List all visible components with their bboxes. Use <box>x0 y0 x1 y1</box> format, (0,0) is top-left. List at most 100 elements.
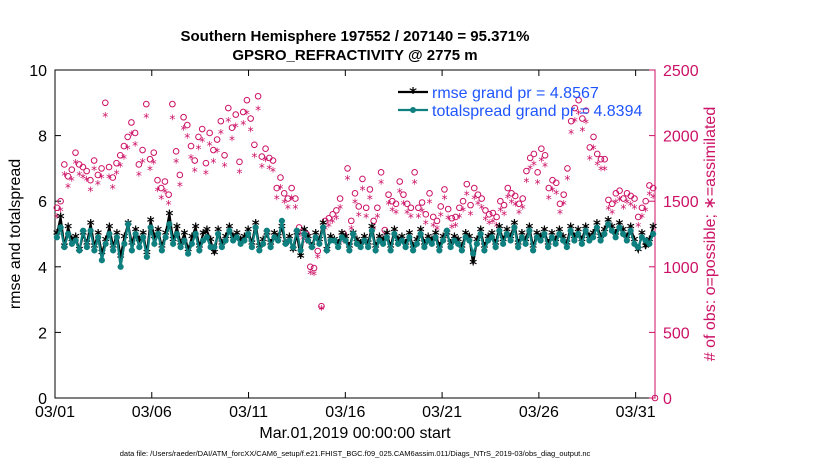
rmse-point: * <box>210 246 218 264</box>
obs-assimilated-point: * <box>65 181 71 195</box>
obs-assimilated-point: * <box>72 157 78 171</box>
obs-assimilated-point: * <box>468 208 474 222</box>
totalspread-point <box>473 240 480 247</box>
obs-assimilated-point: * <box>274 193 280 207</box>
totalspread-point <box>492 244 499 251</box>
totalspread-point <box>57 224 64 231</box>
obs-possible-point <box>57 197 64 205</box>
obs-assimilated-point: * <box>363 211 369 225</box>
obs-possible-point <box>183 121 191 129</box>
obs-possible-point <box>579 115 586 122</box>
totalspread-point <box>155 230 162 238</box>
obs-assimilated-point: * <box>643 204 649 218</box>
obs-possible-point <box>239 108 247 116</box>
obs-possible-point <box>593 150 601 158</box>
obs-assimilated-point: * <box>535 177 541 191</box>
totalspread-point <box>556 230 563 238</box>
obs-assimilated-point: * <box>121 152 127 166</box>
obs-assimilated-point: * <box>546 193 552 207</box>
obs-assimilated-point: * <box>550 185 556 199</box>
totalspread-point <box>260 240 267 247</box>
x-axis-label: Mar.01,2019 00:00:00 start <box>259 425 451 442</box>
obs-assimilated-point: * <box>281 197 287 211</box>
totalspread-point <box>125 221 132 228</box>
totalspread-point <box>395 240 402 247</box>
totalspread-point <box>635 244 642 251</box>
y-right-tick-label: 0 <box>663 391 672 408</box>
y-right-tick-label: 2500 <box>663 63 699 80</box>
obs-assimilated-point: * <box>225 115 231 129</box>
y-left-tick-label: 0 <box>38 391 47 408</box>
obs-assimilated-point: * <box>367 193 373 207</box>
y-left-tick-label: 4 <box>38 260 47 277</box>
obs-possible-point <box>94 171 102 179</box>
obs-assimilated-point: * <box>639 211 645 225</box>
totalspread-point <box>98 257 105 264</box>
totalspread-point <box>286 237 293 244</box>
obs-possible-point <box>530 150 538 158</box>
obs-possible-point <box>620 195 627 202</box>
totalspread-point <box>113 234 120 241</box>
obs-possible-point <box>396 178 404 185</box>
obs-assimilated-point: * <box>222 160 228 174</box>
obs-assimilated-point: * <box>460 204 466 218</box>
totalspread-point <box>192 230 199 238</box>
totalspread-point <box>132 230 139 238</box>
obs-assimilated-point: * <box>523 176 529 190</box>
obs-possible-point <box>87 176 94 184</box>
obs-assimilated-point: * <box>58 204 64 218</box>
totalspread-point <box>263 227 270 234</box>
totalspread-point <box>432 234 439 241</box>
obs-possible-point <box>292 195 299 202</box>
totalspread-point <box>136 244 143 251</box>
obs-possible-point <box>631 195 638 202</box>
obs-assimilated-point: * <box>620 202 626 216</box>
obs-possible-point <box>277 174 284 181</box>
obs-possible-point <box>351 190 359 197</box>
totalspread-point <box>608 227 615 234</box>
x-tick-label: 03/31 <box>616 404 656 421</box>
obs-assimilated-point: * <box>315 252 321 266</box>
y-right-tick-label: 2000 <box>663 129 699 146</box>
obs-assimilated-point: * <box>113 168 119 182</box>
totalspread-point <box>616 224 623 231</box>
obs-possible-point <box>359 175 366 183</box>
rmse-point: * <box>188 229 196 247</box>
obs-possible-point <box>422 211 430 218</box>
totalspread-point <box>323 247 330 254</box>
obs-assimilated-point: * <box>542 160 548 174</box>
obs-possible-point <box>105 163 113 171</box>
obs-assimilated-point: * <box>456 211 462 225</box>
obs-assimilated-point: * <box>285 202 291 216</box>
x-tick-label: 03/06 <box>132 404 172 421</box>
totalspread-point <box>361 237 368 244</box>
totalspread-point <box>485 237 492 244</box>
obs-assimilated-point: * <box>136 169 142 183</box>
chart-title-line1: Southern Hemisphere 197552 / 207140 = 95… <box>180 28 530 45</box>
obs-assimilated-point: * <box>583 116 589 130</box>
rmse-point: * <box>203 223 211 241</box>
obs-possible-point <box>206 129 213 137</box>
obs-assimilated-point: * <box>199 135 205 149</box>
totalspread-point <box>541 230 548 238</box>
obs-possible-point <box>79 163 87 171</box>
totalspread-point <box>462 234 469 241</box>
legend-spread-marker <box>410 107 416 113</box>
totalspread-point <box>211 244 218 251</box>
totalspread-point <box>267 244 274 251</box>
y-left-tick-label: 2 <box>38 325 47 342</box>
totalspread-point <box>620 230 627 238</box>
totalspread-point <box>605 221 612 228</box>
totalspread-point <box>638 234 645 241</box>
totalspread-point <box>181 237 188 244</box>
obs-assimilated-point: * <box>553 187 559 201</box>
totalspread-point <box>383 234 390 241</box>
obs-possible-point <box>344 165 351 172</box>
totalspread-point <box>458 247 465 254</box>
y-left-tick-label: 10 <box>29 63 47 80</box>
legend-rmse-label: rmse grand pr = 4.8567 <box>432 85 599 102</box>
totalspread-point <box>357 244 364 251</box>
obs-possible-point <box>355 203 363 210</box>
obs-assimilated-point: * <box>352 197 358 211</box>
obs-assimilated-point: * <box>345 173 351 187</box>
